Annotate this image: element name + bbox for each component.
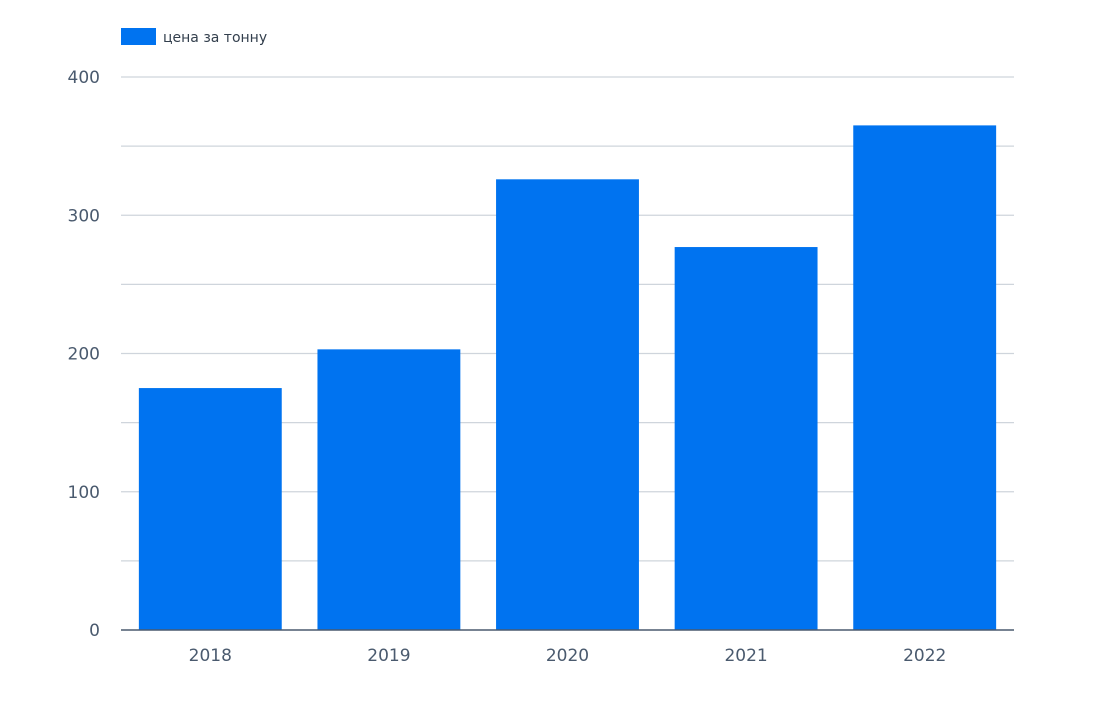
y-tick-label: 300 [68, 206, 100, 226]
x-axis-ticks: 2018 2019 2020 2021 2022 [189, 646, 947, 666]
bar-2019 [317, 349, 461, 630]
bars [138, 125, 997, 631]
x-tick-label: 2021 [724, 646, 767, 666]
legend-swatch [121, 28, 156, 45]
legend: цена за тонну [121, 28, 267, 46]
y-tick-label: 400 [68, 68, 100, 88]
x-tick-label: 2022 [903, 646, 946, 666]
bar-2021 [674, 247, 818, 631]
x-tick-label: 2018 [189, 646, 232, 666]
y-tick-label: 0 [89, 621, 100, 641]
legend-label: цена за тонну [163, 30, 267, 46]
y-tick-label: 100 [68, 483, 100, 503]
x-tick-label: 2020 [546, 646, 589, 666]
x-tick-label: 2019 [367, 646, 410, 666]
bar-2022 [853, 125, 997, 630]
bar-2020 [496, 179, 639, 630]
y-axis-ticks: 0 100 200 300 400 [68, 68, 100, 641]
y-tick-label: 200 [68, 345, 100, 365]
bar-2018 [138, 388, 282, 630]
